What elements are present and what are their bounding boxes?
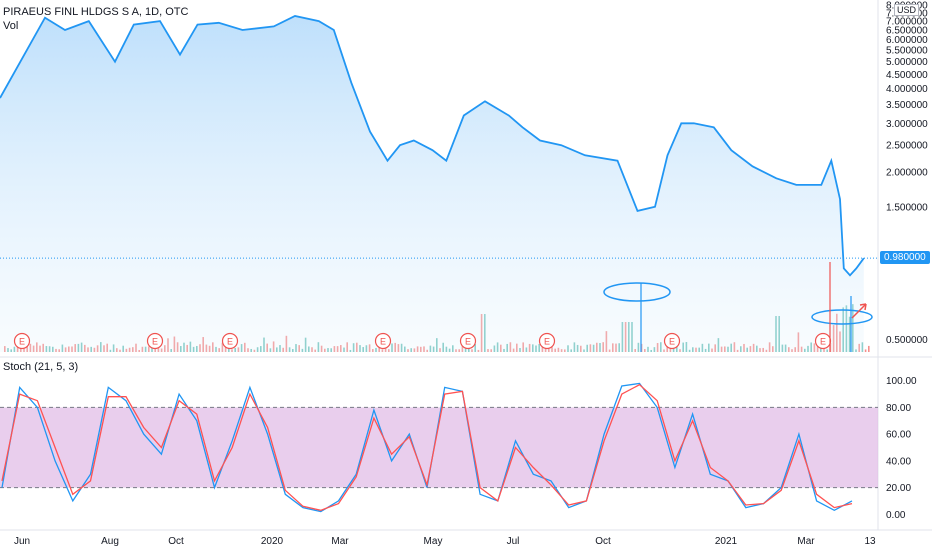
stoch-label: Stoch (21, 5, 3): [3, 361, 79, 373]
earnings-marker: E: [814, 332, 832, 350]
price-tick-label: 3.000000: [886, 119, 928, 130]
earnings-circle: [146, 332, 164, 350]
earnings-circle: [663, 332, 681, 350]
price-tick-label: 0.500000: [886, 335, 928, 346]
earnings-letter: E: [544, 337, 550, 347]
price-line: [0, 15, 865, 277]
time-tick-label: Oct: [168, 536, 184, 547]
time-tick-label: Aug: [101, 536, 119, 547]
volume-bar: [864, 349, 867, 352]
earnings-marker: E: [221, 332, 239, 350]
stoch-d-line: [1, 383, 853, 511]
time-tick-label: Mar: [331, 536, 349, 547]
earnings-letter: E: [19, 337, 25, 347]
price-tick-label: 5.000000: [886, 57, 928, 68]
earnings-marker: E: [13, 332, 31, 350]
annotation-ellipse: [811, 309, 873, 325]
price-series: [0, 15, 878, 352]
earnings-circle: [459, 332, 477, 350]
earnings-letter: E: [380, 337, 386, 347]
stoch-tick-label: 100.00: [886, 376, 917, 387]
stoch-tick-label: 80.00: [886, 403, 911, 414]
stoch-tick-label: 40.00: [886, 456, 911, 467]
price-tick-label: 4.500000: [886, 70, 928, 81]
volume-bar: [868, 345, 870, 352]
price-tick-label: 7.000000: [886, 17, 928, 28]
earnings-marker: E: [374, 332, 392, 350]
vol-label: Vol: [3, 20, 19, 32]
earnings-marker: E: [663, 332, 681, 350]
price-tick-label: 1.500000: [886, 202, 928, 213]
price-tick-label: 5.500000: [886, 46, 928, 57]
annotation-ellipse: [603, 282, 671, 302]
earnings-circle: [374, 332, 392, 350]
time-tick-label: 2020: [261, 536, 284, 547]
stoch-pane: [1, 382, 853, 513]
stoch-tick-label: 0.00: [886, 510, 906, 521]
stoch-tick-label: 60.00: [886, 430, 911, 441]
price-tick-label: 2.000000: [886, 168, 928, 179]
earnings-marker: E: [459, 332, 477, 350]
earnings-circle: [538, 332, 556, 350]
price-tick-label: 3.500000: [886, 100, 928, 111]
earnings-letter: E: [820, 337, 826, 347]
earnings-letter: E: [669, 337, 675, 347]
annotation-arrow: [851, 303, 867, 319]
earnings-circle: [13, 332, 31, 350]
price-tick-label: 6.500000: [886, 26, 928, 37]
price-tick-label: 4.000000: [886, 84, 928, 95]
time-tick-label: 13: [864, 536, 876, 547]
time-tick-label: Mar: [797, 536, 815, 547]
chart-title: PIRAEUS FINL HLDGS S A, 1D, OTC: [3, 6, 189, 18]
time-tick-label: May: [424, 536, 443, 547]
time-tick-label: Jun: [14, 536, 30, 547]
earnings-letter: E: [227, 337, 233, 347]
price-tick-label: 6.000000: [886, 35, 928, 46]
annotations: [603, 262, 873, 352]
time-tick-label: Jul: [507, 536, 520, 547]
stoch-tick-label: 20.00: [886, 483, 911, 494]
currency-badge[interactable]: USD: [894, 4, 920, 16]
time-tick-label: 2021: [715, 536, 738, 547]
time-tick-label: Oct: [595, 536, 611, 547]
earnings-letter: E: [465, 337, 471, 347]
price-area: [0, 16, 864, 352]
earnings-marker: E: [538, 332, 556, 350]
annotation-arrowhead: [859, 303, 867, 311]
price-tick-label: 2.500000: [886, 141, 928, 152]
earnings-marker: E: [146, 332, 164, 350]
last-price-tag: 0.980000: [880, 251, 930, 265]
earnings-circle: [221, 332, 239, 350]
earnings-letter: E: [152, 337, 158, 347]
stoch-k-line: [1, 382, 853, 513]
